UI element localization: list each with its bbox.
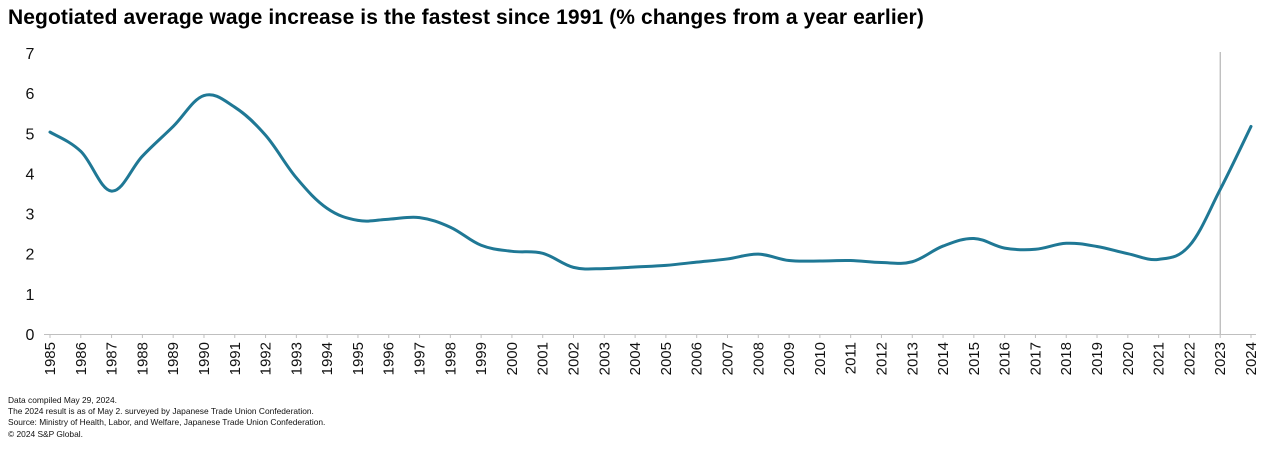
data-point	[1126, 252, 1130, 255]
data-point	[325, 207, 329, 210]
data-point	[202, 94, 206, 97]
x-tick-label: 2017	[1027, 342, 1044, 375]
x-tick-label: 1985	[42, 342, 59, 375]
x-tick-label: 1995	[350, 342, 367, 375]
x-tick-label: 2006	[689, 342, 706, 375]
data-point	[1003, 246, 1006, 250]
data-point	[1249, 125, 1253, 128]
x-tick-label: 1994	[319, 342, 336, 375]
data-point	[757, 252, 760, 256]
data-point	[418, 216, 421, 219]
x-tick-label: 1987	[104, 342, 121, 375]
y-tick-label: 1	[26, 287, 35, 304]
data-point	[264, 134, 267, 137]
data-point	[880, 261, 883, 264]
series-group	[48, 93, 1253, 271]
data-point	[48, 130, 52, 134]
data-point	[818, 259, 822, 263]
data-point	[1188, 244, 1191, 247]
y-tick-label: 7	[26, 46, 35, 63]
data-point	[233, 105, 236, 109]
data-point	[572, 266, 575, 269]
x-tick-label: 2007	[719, 342, 736, 375]
data-point	[387, 217, 390, 221]
x-tick-label: 1986	[73, 342, 90, 375]
y-tick-label: 4	[26, 166, 35, 183]
data-point	[295, 176, 298, 180]
x-tick-label: 1989	[165, 342, 182, 375]
x-tick-label: 1992	[258, 342, 275, 375]
footnote-source: Source: Ministry of Health, Labor, and W…	[8, 417, 326, 428]
data-point	[1095, 245, 1099, 248]
x-tick-label: 1996	[381, 342, 398, 375]
x-tick-label: 2005	[658, 342, 675, 375]
x-tick-label: 1993	[288, 342, 305, 375]
y-tick-label: 5	[26, 126, 35, 143]
x-tick-label: 2014	[935, 342, 952, 375]
line-chart: 0 1 2 3 4 5 6 7 1985 1986 1987 1988 1989 1990 1991 199…	[26, 46, 1260, 375]
data-point	[726, 257, 729, 261]
y-axis-ticks: 0 1 2 3 4 5 6 7	[26, 46, 35, 344]
data-point	[664, 264, 668, 267]
x-tick-label: 2004	[627, 342, 644, 375]
data-point	[479, 244, 483, 247]
data-point	[79, 150, 82, 153]
x-axis-ticks: 1985 1986 1987 1988 1989 1990 1991 1992 1993 1994…	[42, 334, 1260, 375]
x-tick-label: 2018	[1058, 342, 1075, 375]
x-tick-label: 1997	[412, 342, 429, 375]
data-point	[1065, 242, 1068, 245]
footnotes: Data compiled May 29, 2024. The 2024 res…	[8, 395, 325, 440]
x-tick-label: 2016	[997, 342, 1014, 375]
data-point	[695, 260, 698, 264]
data-point	[171, 125, 175, 128]
x-tick-label: 2012	[873, 342, 890, 375]
x-tick-label: 2024	[1243, 342, 1260, 375]
y-tick-label: 0	[26, 327, 35, 344]
x-tick-label: 2013	[904, 342, 921, 375]
x-tick-label: 2020	[1120, 342, 1137, 375]
data-point	[787, 259, 791, 262]
data-point	[510, 250, 514, 253]
x-tick-label: 1991	[227, 342, 244, 375]
x-tick-label: 2008	[750, 342, 767, 375]
x-tick-label: 2015	[966, 342, 983, 375]
x-tick-label: 2011	[843, 342, 860, 374]
x-tick-label: 2002	[566, 342, 583, 375]
x-tick-label: 1998	[442, 342, 459, 375]
data-point	[603, 267, 606, 270]
data-point	[849, 259, 852, 262]
x-tick-label: 2009	[781, 342, 798, 375]
data-point	[141, 154, 144, 158]
x-tick-label: 2001	[535, 342, 552, 375]
y-tick-label: 3	[26, 207, 35, 224]
y-tick-label: 2	[26, 247, 35, 264]
data-point	[541, 252, 544, 255]
series-line	[48, 93, 1253, 271]
x-tick-label: 2000	[504, 342, 521, 375]
data-point	[911, 260, 914, 263]
x-tick-label: 1990	[196, 342, 213, 375]
x-tick-label: 1988	[134, 342, 151, 375]
data-point	[110, 189, 113, 193]
footnote-compiled: Data compiled May 29, 2024.	[8, 395, 117, 405]
data-point	[633, 265, 637, 269]
x-tick-label: 2019	[1089, 342, 1106, 375]
data-point	[356, 219, 360, 222]
x-tick-label: 1999	[473, 342, 490, 375]
data-point	[1157, 258, 1160, 261]
x-tick-label: 2022	[1181, 342, 1198, 375]
footnote-copyright: © 2024 S&P Global.	[8, 428, 83, 439]
data-point	[941, 244, 945, 248]
data-point	[1034, 248, 1037, 251]
footnote-2024-note: The 2024 result is as of May 2. surveyed…	[8, 406, 314, 417]
data-point	[972, 237, 976, 240]
x-tick-label: 2010	[812, 342, 829, 375]
chart-title: Negotiated average wage increase is the …	[8, 6, 924, 29]
data-point	[449, 226, 452, 229]
x-tick-label: 2021	[1151, 342, 1168, 375]
y-tick-label: 6	[26, 86, 35, 103]
x-tick-label: 2003	[596, 342, 613, 375]
data-point	[1219, 188, 1222, 191]
x-tick-label: 2023	[1212, 342, 1229, 375]
